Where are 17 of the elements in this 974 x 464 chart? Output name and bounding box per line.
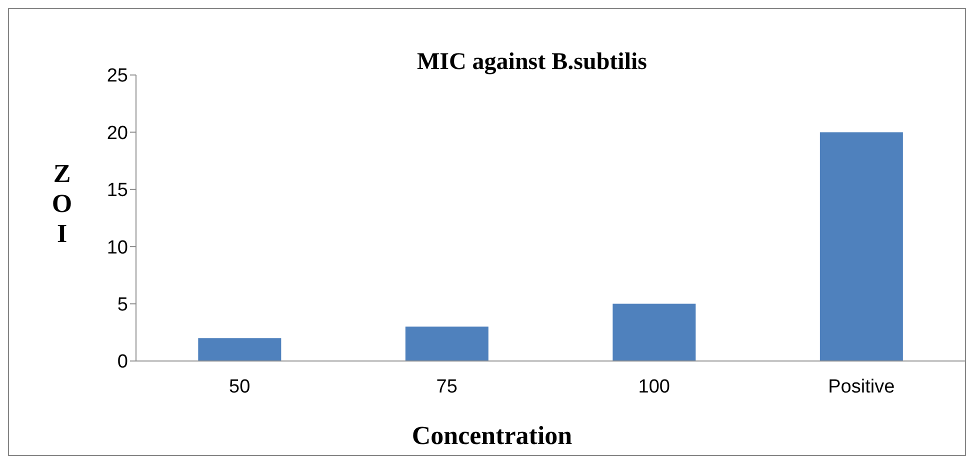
y-axis-title: ZOI xyxy=(50,159,74,249)
x-tick-label: Positive xyxy=(828,376,895,398)
y-tick-label: 0 xyxy=(117,352,128,373)
chart-title: MIC against B.subtilis xyxy=(416,49,648,75)
x-tick-label: 100 xyxy=(638,376,670,398)
x-tick-label: 75 xyxy=(436,376,458,398)
y-tick-label: 15 xyxy=(106,180,128,202)
y-tick-label: 5 xyxy=(117,294,128,316)
bar xyxy=(612,304,696,361)
y-tick-label: 25 xyxy=(106,66,128,87)
bar xyxy=(198,338,282,361)
y-tick-label: 20 xyxy=(106,122,128,144)
bar xyxy=(405,326,488,361)
y-tick-label: 10 xyxy=(106,237,128,258)
x-axis-title: Concentration xyxy=(410,421,574,451)
x-tick-label: 50 xyxy=(229,376,250,398)
bar xyxy=(820,132,903,361)
